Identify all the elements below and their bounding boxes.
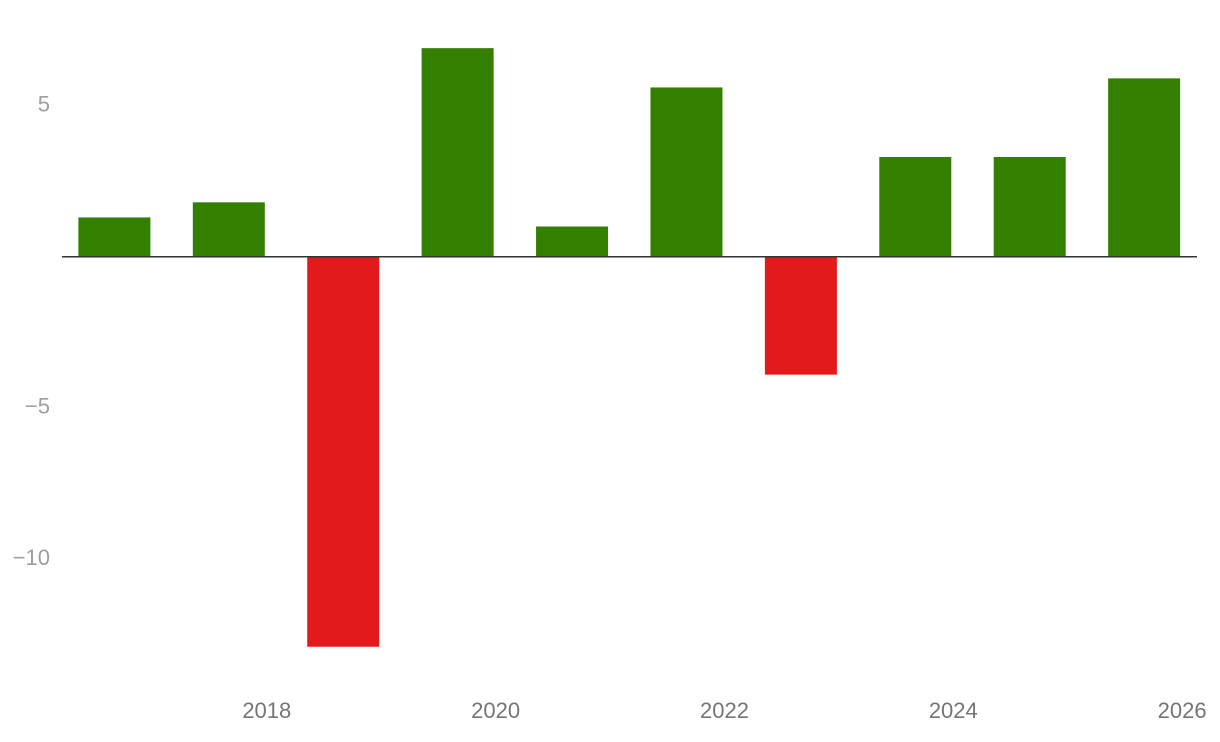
bar	[879, 156, 952, 257]
bar	[1108, 78, 1181, 257]
x-tick-label: 2022	[700, 698, 749, 723]
y-tick-label: 5	[38, 91, 50, 116]
y-tick-label: −10	[13, 545, 50, 570]
bar	[993, 156, 1066, 257]
bar	[650, 87, 723, 257]
x-tick-label: 2026	[1158, 698, 1207, 723]
bar	[421, 48, 494, 257]
bar	[192, 202, 265, 257]
bar	[764, 256, 837, 375]
bar	[78, 217, 151, 257]
x-tick-label: 2018	[242, 698, 291, 723]
x-tick-label: 2024	[929, 698, 978, 723]
y-tick-label: −5	[25, 394, 50, 419]
x-tick-label: 2020	[471, 698, 520, 723]
bar	[307, 256, 380, 647]
bar	[536, 226, 609, 257]
